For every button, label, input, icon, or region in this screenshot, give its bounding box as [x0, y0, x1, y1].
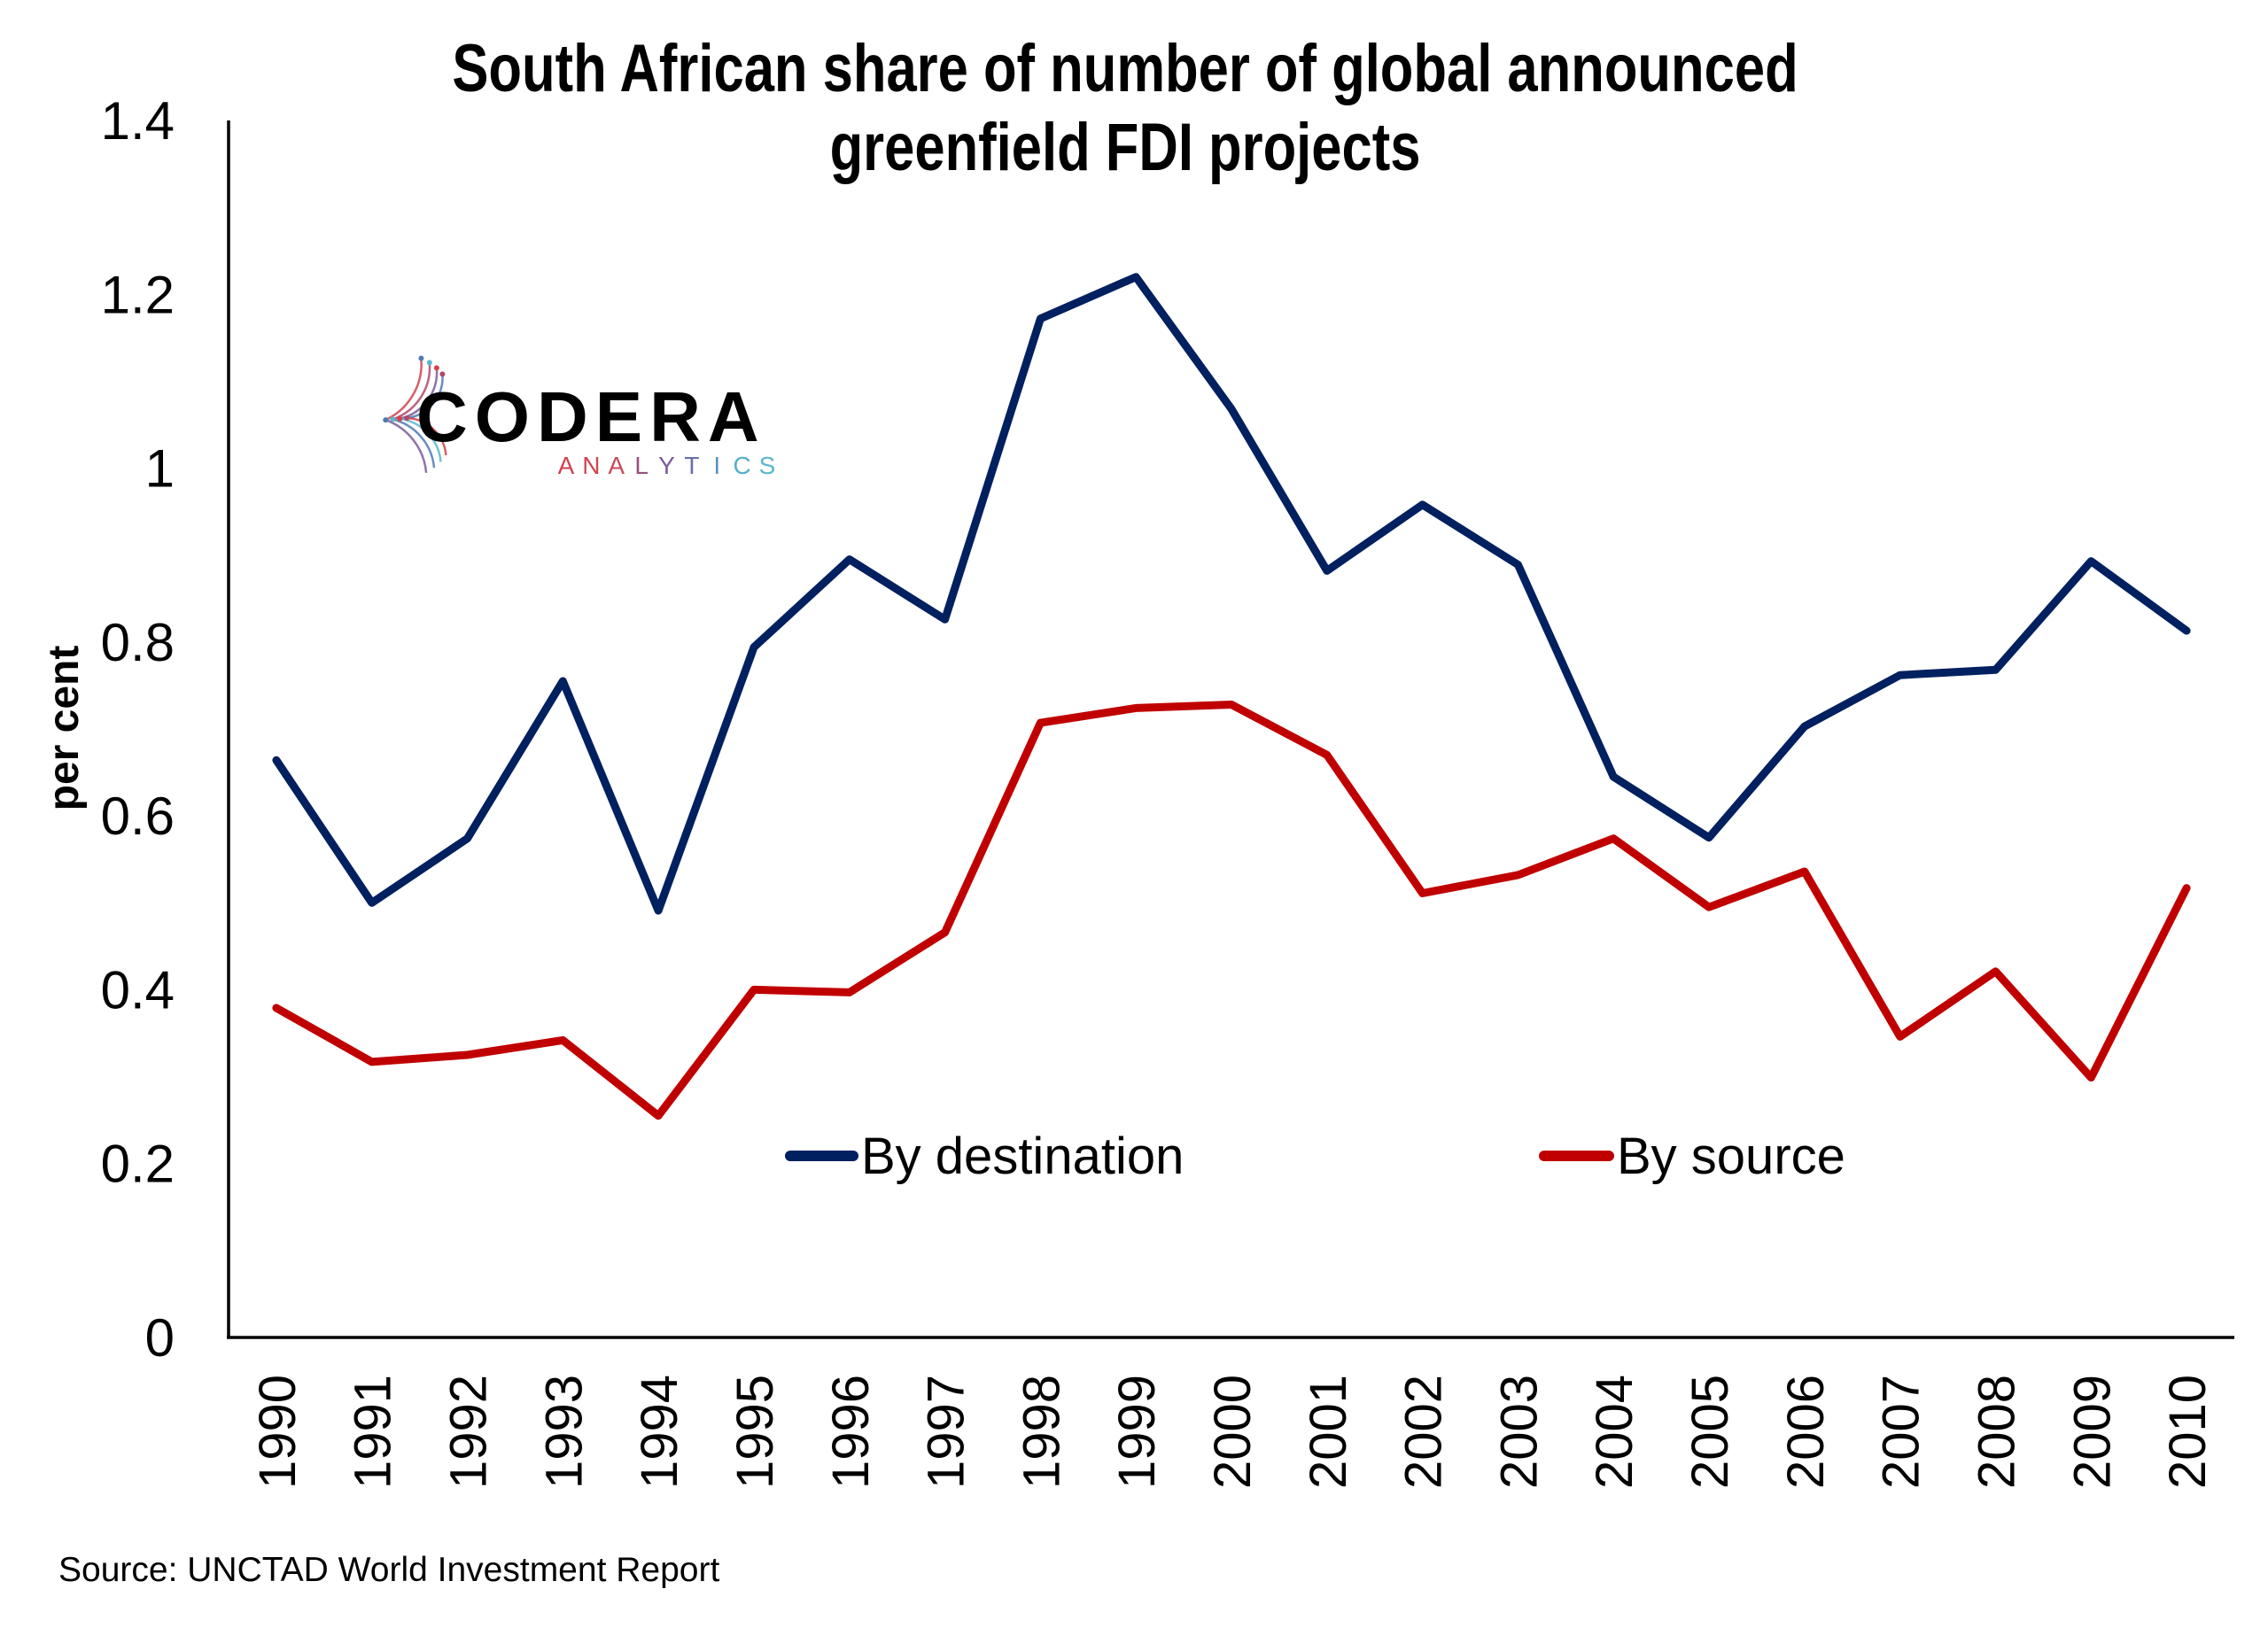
- x-tick-label: 1990: [249, 1375, 307, 1489]
- y-tick-label: 1: [145, 439, 175, 499]
- x-tick-label: 1994: [631, 1375, 688, 1489]
- logo-arc: [392, 362, 431, 421]
- logo-subtitle-letter: A: [558, 452, 586, 479]
- logo-dot: [433, 365, 439, 371]
- y-axis-ticks: 0 0.2 0.4 0.6 0.8 1 1.2 1.4: [101, 91, 175, 1368]
- logo-dot: [397, 415, 403, 422]
- logo-dot: [426, 360, 432, 366]
- series-line-by-source: [272, 701, 2191, 1120]
- logo-subtitle: ANA L YT I CS: [558, 452, 787, 479]
- logo-dot: [439, 371, 446, 377]
- x-tick-label: 1999: [1108, 1375, 1166, 1489]
- y-tick-label: 0.8: [101, 613, 175, 672]
- y-tick-label: 0.4: [101, 960, 175, 1019]
- legend-label-by-destination: By destination: [861, 1128, 1184, 1185]
- logo-subtitle-letter: C: [734, 452, 762, 479]
- logo-subtitle-letter: S: [759, 452, 787, 479]
- x-axis-ticks: 1990 1991 1992 1993 1994 1995 1996 1997 1998 1999…: [249, 1375, 2217, 1489]
- y-tick-label: 1.2: [101, 265, 175, 324]
- x-tick-label: 1998: [1013, 1375, 1070, 1489]
- logo-arc: [392, 418, 436, 469]
- logo-subtitle-letter: L: [634, 452, 659, 479]
- chart-title-line-1: South African share of number of global …: [452, 30, 1798, 106]
- x-tick-label: 2002: [1395, 1375, 1453, 1489]
- legend: By destination By source: [785, 1128, 1845, 1185]
- x-tick-label: 1997: [918, 1375, 975, 1489]
- x-tick-label: 2001: [1300, 1375, 1357, 1489]
- x-tick-label: 1996: [822, 1375, 880, 1489]
- series-layer: [272, 273, 2191, 1120]
- x-tick-label: 1992: [440, 1375, 498, 1489]
- logo-circuit-icon: [383, 355, 447, 473]
- y-tick-label: 0.6: [101, 787, 175, 846]
- logo-wordmark: CODERA: [416, 377, 766, 456]
- series-line-by-destination: [272, 273, 2191, 915]
- y-tick-label: 1.4: [101, 91, 175, 151]
- logo-dot: [418, 355, 424, 361]
- logo-subtitle-letter: T: [684, 452, 710, 479]
- x-tick-label: 2000: [1204, 1375, 1262, 1489]
- logo-subtitle-letter: I: [713, 452, 731, 479]
- x-tick-label: 1995: [726, 1375, 784, 1489]
- source-note: Source: UNCTAD World Investment Report: [58, 1551, 719, 1589]
- x-tick-label: 2005: [1682, 1375, 1739, 1489]
- x-tick-label: 2004: [1586, 1375, 1643, 1489]
- x-tick-label: 2008: [1968, 1375, 2025, 1489]
- logo-subtitle-letter: Y: [658, 452, 686, 479]
- x-tick-label: 2006: [1777, 1375, 1835, 1489]
- x-tick-label: 2007: [1873, 1375, 1930, 1489]
- y-axis-label: per cent: [41, 646, 88, 811]
- logo-dot: [390, 416, 396, 422]
- legend-item-by-source: By source: [1539, 1128, 1845, 1185]
- y-tick-label: 0.2: [101, 1135, 175, 1194]
- x-tick-label: 1991: [345, 1375, 402, 1489]
- x-tick-label: 1993: [535, 1375, 593, 1489]
- logo-arc: [384, 418, 428, 473]
- logo-arc: [384, 358, 423, 422]
- logo-dot: [404, 415, 410, 422]
- x-tick-label: 2003: [1490, 1375, 1548, 1489]
- codera-analytics-logo: CODERA ANA L YT I CS: [383, 355, 787, 479]
- legend-item-by-destination: By destination: [785, 1128, 1184, 1185]
- logo-subtitle-letter: N: [582, 452, 610, 479]
- x-tick-label: 2010: [2159, 1375, 2217, 1489]
- logo-arc: [407, 416, 447, 456]
- chart-title: South African share of number of global …: [452, 30, 1798, 185]
- legend-label-by-source: By source: [1617, 1128, 1845, 1185]
- logo-dot: [383, 417, 389, 423]
- x-tick-label: 2009: [2063, 1375, 2121, 1489]
- chart-title-line-2: greenfield FDI projects: [830, 109, 1421, 185]
- logo-subtitle-letter: A: [608, 452, 635, 479]
- logo-arc: [407, 374, 444, 420]
- y-tick-label: 0: [145, 1308, 175, 1368]
